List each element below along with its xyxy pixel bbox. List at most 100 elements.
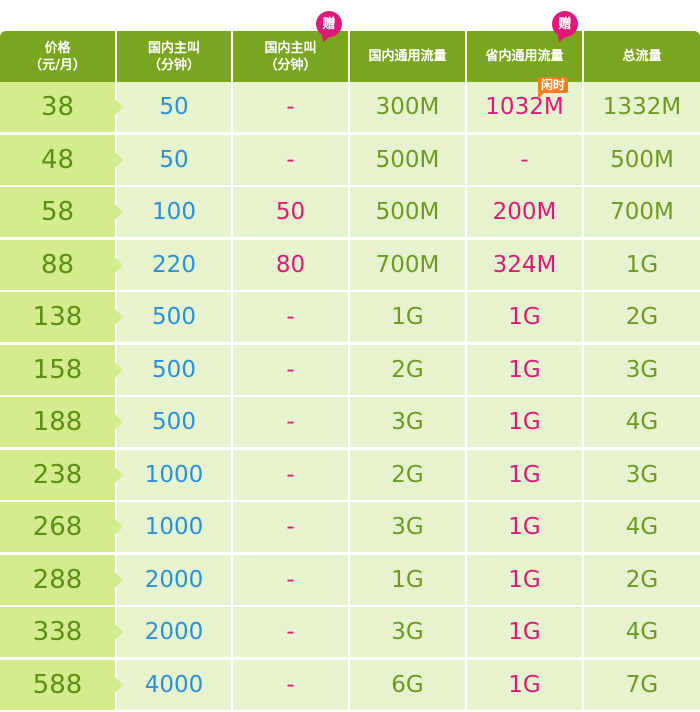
total-data-cell-value: 2G — [625, 566, 659, 593]
national-data-cell: 2G — [350, 344, 467, 395]
national-data-cell-value: 500M — [375, 199, 440, 225]
national-data-cell-value: 2G — [391, 356, 424, 383]
national-data-cell-value: 1G — [391, 566, 424, 593]
calls-cell-value: 2000 — [144, 619, 204, 645]
national-data-cell-value: 300M — [375, 94, 440, 120]
calls-cell: 2000 — [117, 607, 233, 657]
province-data-cell-value: - — [520, 146, 529, 173]
total-data-cell-value: 7G — [625, 671, 659, 698]
national-data-cell-value: 2G — [391, 461, 424, 488]
price-cell: 158 — [0, 344, 123, 395]
calls-cell: 500 — [117, 344, 233, 395]
calls-cell-value: 1000 — [144, 514, 204, 540]
province-data-cell: 1G — [467, 397, 584, 447]
calls-cell-value: 1000 — [144, 461, 204, 488]
total-data-cell-value: 4G — [625, 619, 659, 645]
header-calls: 国内主叫 （分钟） — [117, 31, 233, 82]
province-data-cell-value: 1G — [508, 356, 541, 383]
table-body: 38 50 - 300M 1032M 闲时 1332M 48 50 - 500M - 500M 58 100… — [0, 77, 700, 712]
table-row: 588 4000 - 6G 1G 7G — [0, 659, 700, 710]
table-row: 238 1000 - 2G 1G 3G — [0, 449, 700, 500]
total-data-cell-value: 700M — [610, 199, 674, 225]
calls-cell-value: 500 — [152, 304, 196, 330]
total-data-cell-value: 500M — [610, 146, 674, 173]
national-data-cell-value: 500M — [375, 146, 440, 173]
calls-cell: 50 — [117, 82, 233, 132]
total-data-cell: 1332M — [584, 82, 700, 132]
province-data-cell: 200M — [467, 187, 584, 237]
calls-cell: 220 — [117, 239, 233, 290]
national-data-cell-value: 3G — [391, 409, 424, 435]
total-data-cell: 3G — [584, 449, 700, 500]
calls-cell: 100 — [117, 187, 233, 237]
price-cell: 48 — [0, 134, 123, 185]
province-data-cell: 1G — [467, 502, 584, 552]
total-data-cell: 1G — [584, 239, 700, 290]
national-data-cell-value: 3G — [391, 514, 424, 540]
province-data-cell-value: 324M — [492, 251, 557, 278]
bonus-calls-cell-value: 50 — [275, 199, 306, 225]
province-data-cell: 1G — [467, 607, 584, 657]
calls-cell: 500 — [117, 397, 233, 447]
total-data-cell-value: 3G — [625, 461, 659, 488]
bonus-calls-cell: - — [233, 502, 350, 552]
national-data-cell-value: 1G — [391, 304, 424, 330]
header-price-line2: （元/月） — [29, 57, 86, 73]
price-cell: 268 — [0, 502, 123, 552]
total-data-cell: 2G — [584, 554, 700, 605]
bonus-calls-cell: - — [233, 397, 350, 447]
header-price-line1: 价格 — [44, 40, 71, 56]
price-cell-value: 238 — [32, 459, 83, 490]
bonus-calls-cell: 80 — [233, 239, 350, 290]
price-cell: 238 — [0, 449, 123, 500]
table-row: 58 100 50 500M 200M 700M — [0, 187, 700, 237]
national-data-cell: 1G — [350, 554, 467, 605]
table-row: 138 500 - 1G 1G 2G — [0, 292, 700, 342]
bonus-calls-cell-value: - — [286, 461, 295, 488]
gift-badge-province: 赠 — [552, 11, 578, 37]
price-cell: 288 — [0, 554, 123, 605]
price-cell-value: 88 — [40, 249, 75, 280]
province-data-cell-value: 1G — [508, 566, 541, 593]
calls-cell: 500 — [117, 292, 233, 342]
national-data-cell: 1G — [350, 292, 467, 342]
total-data-cell: 500M — [584, 134, 700, 185]
total-data-cell-value: 4G — [625, 514, 659, 540]
calls-cell-value: 100 — [152, 199, 196, 225]
header-national-label: 国内通用流量 — [368, 49, 447, 64]
price-cell-value: 48 — [40, 144, 75, 175]
total-data-cell: 2G — [584, 292, 700, 342]
bonus-calls-cell-value: - — [286, 619, 295, 645]
table-row: 268 1000 - 3G 1G 4G — [0, 502, 700, 552]
province-data-cell-value: 1G — [508, 304, 541, 330]
national-data-cell-value: 3G — [391, 619, 424, 645]
province-data-cell: 1G — [467, 659, 584, 710]
header-bonus-line1: 国内主叫 — [264, 40, 317, 56]
province-data-cell-value: 1G — [508, 409, 541, 435]
calls-cell-value: 50 — [159, 94, 189, 120]
table-row: 88 220 80 700M 324M 1G — [0, 239, 700, 290]
price-cell-value: 268 — [32, 512, 83, 542]
total-data-cell-value: 3G — [625, 356, 659, 383]
bonus-calls-cell-value: - — [286, 671, 295, 698]
bonus-calls-cell: - — [233, 554, 350, 605]
calls-cell-value: 220 — [152, 251, 196, 278]
total-data-cell-value: 4G — [625, 409, 659, 435]
table-row: 38 50 - 300M 1032M 闲时 1332M — [0, 77, 700, 132]
bonus-calls-cell-value: - — [286, 94, 295, 120]
bonus-calls-cell-value: - — [286, 409, 295, 435]
price-cell-value: 158 — [32, 354, 83, 385]
price-cell-value: 138 — [32, 302, 83, 332]
calls-cell-value: 50 — [159, 146, 189, 173]
price-cell-value: 58 — [40, 197, 75, 227]
table-row: 288 2000 - 1G 1G 2G — [0, 554, 700, 605]
header-bonus-calls: 赠 国内主叫 （分钟） — [233, 11, 350, 82]
bonus-calls-cell-value: - — [286, 356, 295, 383]
table-row: 48 50 - 500M - 500M — [0, 134, 700, 185]
header-price: 价格 （元/月） — [0, 31, 117, 82]
calls-cell: 1000 — [117, 502, 233, 552]
header-national-data: 国内通用流量 — [350, 31, 467, 82]
national-data-cell: 3G — [350, 502, 467, 552]
header-province-data: 赠 省内通用流量 — [467, 11, 584, 82]
